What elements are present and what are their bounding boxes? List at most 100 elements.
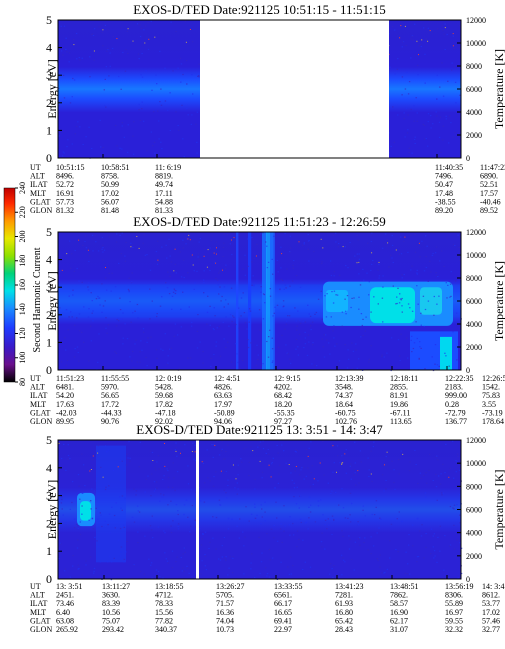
spectrogram-speck bbox=[92, 320, 94, 322]
spectrogram-speck bbox=[423, 138, 426, 140]
spectrogram-speck bbox=[121, 232, 123, 234]
spectrogram-speck bbox=[308, 260, 310, 262]
spectrogram-speck bbox=[334, 326, 336, 328]
colorbar-tick-label: 220 bbox=[18, 206, 27, 218]
spectrogram-speck bbox=[236, 353, 238, 355]
spectrogram-speck bbox=[98, 297, 101, 299]
table-cell: 77.82 bbox=[155, 616, 173, 625]
spectrogram-speck bbox=[259, 441, 262, 443]
spectrogram-speck bbox=[345, 265, 347, 267]
table-cell: 12:18:11 bbox=[390, 374, 418, 383]
spectrogram-speck bbox=[294, 470, 296, 472]
spectrogram-speck bbox=[151, 451, 154, 454]
table-cell: 13:33:55 bbox=[274, 582, 302, 591]
spectrogram-speck bbox=[207, 249, 209, 251]
spectrogram-speck bbox=[133, 488, 135, 490]
spectrogram-speck bbox=[434, 363, 436, 365]
spectrogram-speck bbox=[378, 275, 381, 277]
spectrogram-speck bbox=[109, 532, 111, 534]
spectrogram-speck bbox=[277, 452, 279, 454]
spectrogram-speck bbox=[273, 537, 275, 539]
spectrogram-speck bbox=[58, 105, 60, 107]
spectrogram-speck bbox=[104, 24, 107, 26]
spectrogram-speck bbox=[243, 573, 245, 575]
spectrogram-speck bbox=[203, 270, 205, 272]
spectrogram-speck bbox=[226, 497, 228, 499]
spectrogram-speck bbox=[212, 537, 214, 539]
spectrogram-speck bbox=[377, 560, 379, 562]
spectrogram-speck bbox=[215, 262, 217, 264]
spectrogram-speck bbox=[322, 514, 324, 516]
spectrogram-speck bbox=[101, 283, 103, 285]
row-label-ut: UT bbox=[30, 374, 41, 383]
spectrogram-speck bbox=[142, 328, 145, 330]
chart-title: EXOS-D/TED Date:921125 13: 3:51 - 14: 3:… bbox=[136, 422, 383, 437]
y-tick-label: 0 bbox=[46, 572, 52, 586]
spectrogram-speck bbox=[355, 349, 357, 351]
spectrogram-speck bbox=[419, 346, 421, 348]
spectrogram-speck bbox=[160, 348, 162, 350]
spectrogram-speck bbox=[223, 242, 225, 244]
table-cell: 90.76 bbox=[101, 417, 119, 426]
spectrogram-speck bbox=[322, 247, 324, 249]
spectrogram-speck bbox=[416, 40, 418, 42]
spectrogram-speck bbox=[191, 321, 193, 323]
spectrogram-speck bbox=[384, 464, 385, 466]
spectrogram-speck bbox=[382, 286, 384, 288]
spectrogram-speck bbox=[187, 483, 190, 485]
spectrogram-speck bbox=[407, 563, 409, 565]
spectrogram-speck bbox=[445, 443, 447, 445]
spectrogram-speck bbox=[448, 142, 450, 144]
spectrogram-speck bbox=[78, 57, 81, 59]
spectrogram-speck bbox=[258, 536, 260, 538]
spectrogram-speck bbox=[349, 463, 352, 465]
spectrogram-speck bbox=[83, 341, 85, 343]
spectrogram-speck bbox=[238, 537, 240, 539]
spectrogram-speck bbox=[182, 553, 184, 555]
spectrogram-speck bbox=[251, 237, 253, 239]
spectrogram-speck bbox=[206, 266, 208, 268]
spectrogram-speck bbox=[88, 519, 90, 521]
spectrogram-speck bbox=[332, 330, 334, 332]
spectrogram-speck bbox=[460, 572, 463, 575]
spectrogram-speck bbox=[424, 308, 427, 311]
spectrogram-speck bbox=[288, 315, 291, 317]
spectrogram-speck bbox=[214, 315, 216, 317]
spectrogram-speck bbox=[342, 507, 345, 509]
spectrogram-speck bbox=[311, 363, 313, 365]
table-cell: 8306. bbox=[445, 591, 463, 600]
y-tick-label: 1 bbox=[46, 335, 52, 349]
spectrogram-speck bbox=[308, 517, 310, 519]
spectrogram-speck bbox=[349, 538, 351, 541]
spectrogram-speck bbox=[296, 546, 298, 548]
spectrogram-speck bbox=[293, 487, 296, 489]
spectrogram-speck bbox=[452, 136, 454, 138]
table-cell: 11: 6:19 bbox=[155, 163, 181, 172]
row-label-ilat: ILAT bbox=[30, 599, 47, 608]
spectrogram-speck bbox=[381, 354, 383, 356]
spectrogram-speck bbox=[333, 518, 335, 521]
spectrogram-speck bbox=[420, 535, 423, 537]
spectrogram-speck bbox=[148, 38, 150, 40]
spectrogram-speck bbox=[177, 525, 179, 528]
spectrogram-speck bbox=[250, 568, 252, 570]
spectrogram-speck bbox=[105, 317, 107, 319]
spectrogram-speck bbox=[332, 576, 334, 578]
spectrogram-speck bbox=[328, 524, 330, 526]
spectrogram-speck bbox=[126, 151, 129, 153]
spectrogram-speck bbox=[109, 65, 111, 67]
spectrogram-speck bbox=[401, 94, 403, 96]
spectrogram-speck bbox=[161, 148, 163, 150]
spectrogram-speck bbox=[257, 359, 259, 361]
spectrogram-speck bbox=[304, 343, 307, 345]
spectrogram-speck bbox=[241, 461, 243, 463]
spectrogram-speck bbox=[174, 263, 177, 265]
spectrogram-speck bbox=[324, 548, 326, 550]
spectrogram-speck bbox=[248, 308, 251, 310]
spectrogram-speck bbox=[164, 552, 166, 554]
spectrogram-speck bbox=[247, 339, 249, 341]
spectrogram-speck bbox=[224, 458, 226, 460]
spectrogram-speck bbox=[119, 297, 121, 299]
spectrogram-speck bbox=[411, 310, 414, 312]
spectrogram-speck bbox=[62, 514, 64, 516]
